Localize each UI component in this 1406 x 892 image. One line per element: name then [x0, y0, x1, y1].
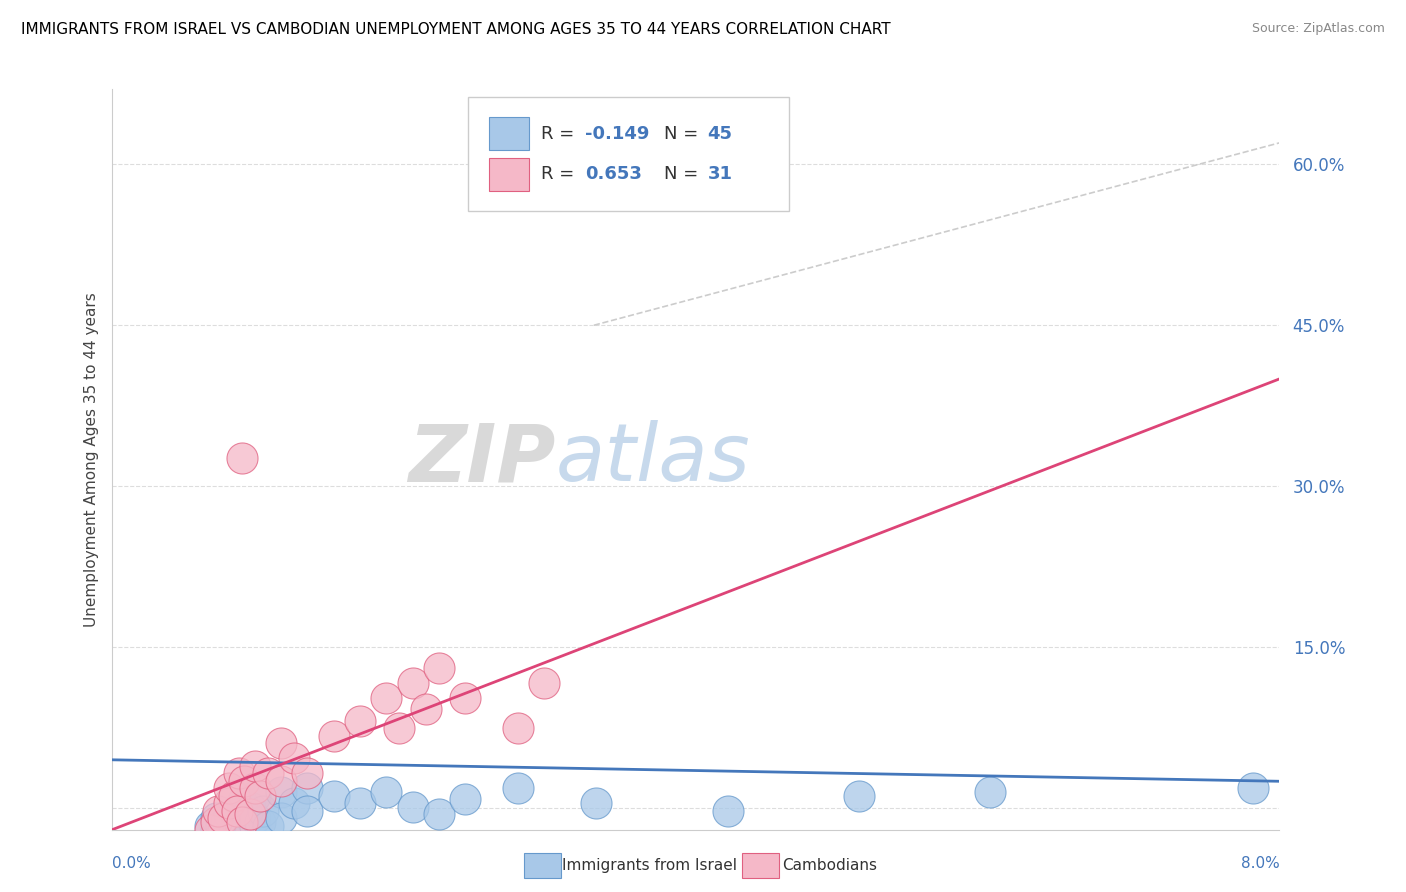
Point: [125, 790, 148, 805]
FancyBboxPatch shape: [468, 96, 789, 211]
FancyBboxPatch shape: [489, 118, 529, 150]
Text: R =: R =: [541, 165, 579, 184]
Point: [465, 747, 488, 762]
Point: [394, 769, 416, 783]
Point: [105, 790, 128, 805]
Point: [112, 780, 135, 794]
Point: [232, 565, 254, 579]
Point: [105, 796, 128, 810]
Y-axis label: Unemployment Among Ages 35 to 44 years: Unemployment Among Ages 35 to 44 years: [83, 292, 98, 627]
Point: [122, 792, 145, 806]
Point: [108, 780, 131, 794]
Point: [128, 764, 150, 778]
Point: [131, 737, 153, 751]
Point: [124, 758, 146, 772]
Point: [188, 758, 211, 772]
Point: [145, 673, 167, 687]
Point: [160, 715, 183, 730]
Point: [685, 737, 707, 751]
Point: [134, 747, 156, 762]
Text: ZIP: ZIP: [409, 420, 555, 499]
Point: [145, 726, 167, 740]
Text: IMMIGRANTS FROM ISRAEL VS CAMBODIAN UNEMPLOYMENT AMONG AGES 35 TO 44 YEARS CORRE: IMMIGRANTS FROM ISRAEL VS CAMBODIAN UNEM…: [21, 22, 891, 37]
Point: [120, 769, 142, 783]
FancyBboxPatch shape: [489, 158, 529, 191]
Point: [211, 651, 233, 665]
Text: -0.149: -0.149: [585, 125, 650, 143]
Point: [127, 774, 149, 789]
Point: [114, 785, 136, 799]
Text: N =: N =: [665, 165, 704, 184]
Point: [134, 785, 156, 799]
Point: [291, 586, 314, 600]
Point: [138, 790, 160, 805]
Point: [108, 796, 131, 810]
Point: [174, 747, 197, 762]
Point: [110, 769, 132, 783]
Point: [276, 737, 298, 751]
Point: [115, 790, 138, 805]
Text: 8.0%: 8.0%: [1240, 856, 1279, 871]
Point: [122, 715, 145, 730]
Point: [174, 662, 197, 676]
Point: [128, 774, 150, 789]
Point: [124, 780, 146, 794]
Text: atlas: atlas: [555, 420, 751, 499]
Point: [218, 764, 240, 778]
Point: [135, 769, 157, 783]
Text: N =: N =: [665, 125, 704, 143]
Point: [831, 753, 853, 767]
Text: Cambodians: Cambodians: [782, 858, 877, 872]
Point: [204, 607, 226, 622]
Point: [131, 790, 153, 805]
Point: [120, 769, 142, 783]
Point: [125, 726, 148, 740]
Point: [115, 758, 138, 772]
Point: [131, 780, 153, 794]
Point: [124, 785, 146, 799]
Point: [115, 774, 138, 789]
Point: [160, 737, 183, 751]
Point: [131, 747, 153, 762]
Point: [145, 742, 167, 756]
Point: [218, 586, 240, 600]
Text: 0.0%: 0.0%: [112, 856, 152, 871]
Text: Immigrants from Israel: Immigrants from Israel: [562, 858, 737, 872]
Point: [232, 774, 254, 789]
Point: [108, 785, 131, 799]
Point: [321, 758, 343, 772]
Point: [1049, 731, 1071, 746]
Point: [118, 796, 141, 810]
Point: [1195, 769, 1218, 783]
Point: [138, 715, 160, 730]
Text: 0.653: 0.653: [585, 165, 643, 184]
Point: [225, 624, 247, 638]
Point: [152, 758, 174, 772]
Point: [160, 769, 183, 783]
Point: [128, 796, 150, 810]
Point: [247, 753, 270, 767]
Point: [112, 796, 135, 810]
Point: [538, 742, 561, 756]
Point: [1122, 785, 1144, 799]
Point: [152, 694, 174, 708]
Text: 31: 31: [707, 165, 733, 184]
Text: R =: R =: [541, 125, 579, 143]
Point: [111, 790, 134, 805]
Text: 45: 45: [707, 125, 733, 143]
Point: [247, 607, 270, 622]
Text: Source: ZipAtlas.com: Source: ZipAtlas.com: [1251, 22, 1385, 36]
Point: [188, 640, 211, 655]
Point: [124, 264, 146, 278]
Point: [131, 705, 153, 719]
Point: [276, 651, 298, 665]
Point: [145, 780, 167, 794]
Point: [204, 742, 226, 756]
Point: [120, 785, 142, 799]
Point: [115, 737, 138, 751]
Point: [118, 747, 141, 762]
